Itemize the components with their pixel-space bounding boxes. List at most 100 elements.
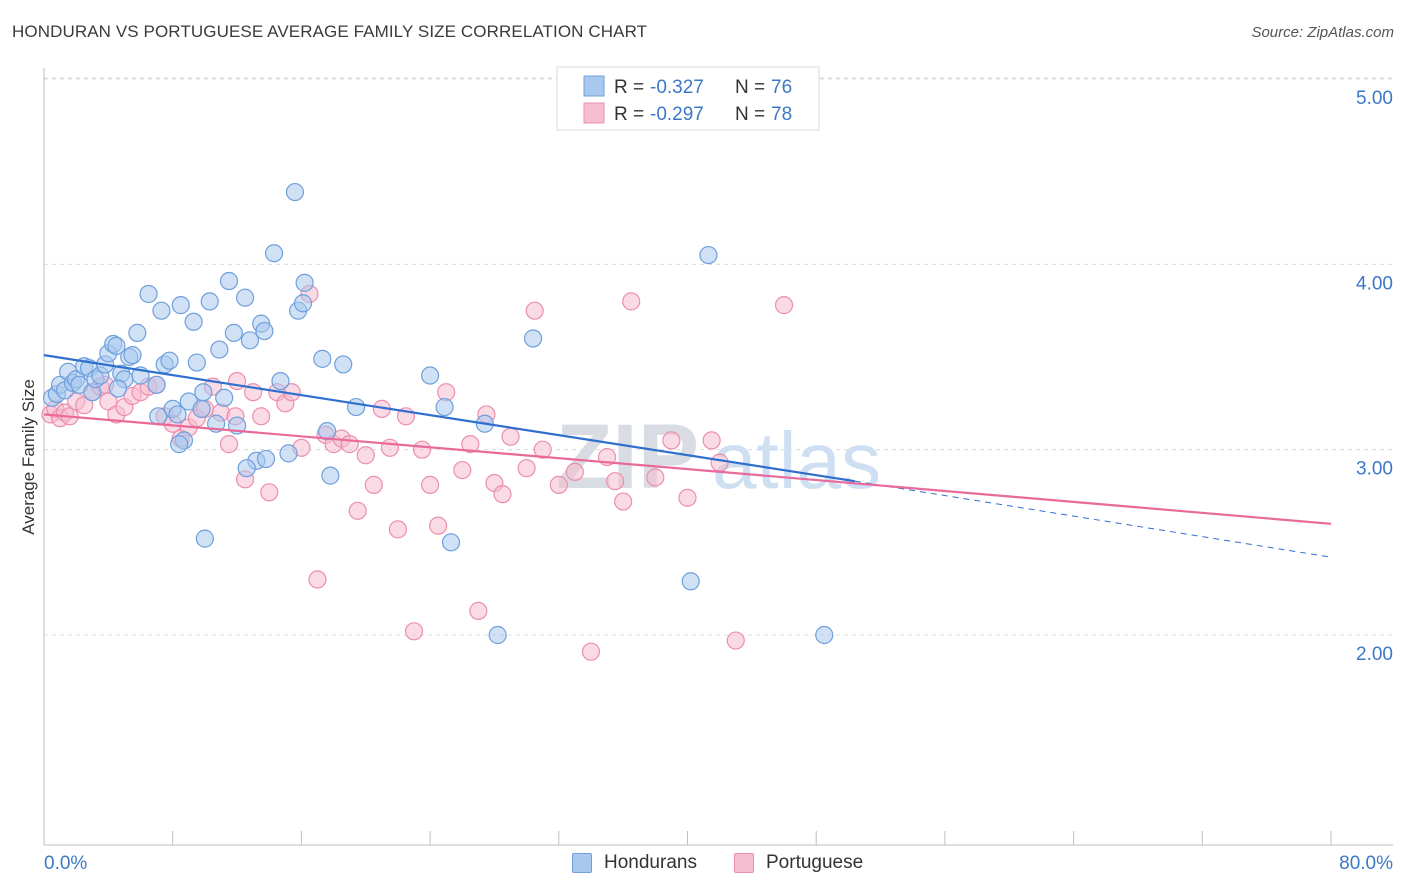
honduran-point-39: [210, 340, 229, 359]
honduran-point-66: [681, 572, 700, 591]
honduran-point-74: [149, 407, 168, 426]
honduran-point-61: [435, 397, 454, 417]
honduran-trend-line: [43, 354, 855, 483]
honduran-point-45: [240, 331, 260, 350]
portuguese-point-66: [614, 492, 633, 511]
portuguese-point-29: [260, 483, 279, 502]
portuguese-point-65: [606, 472, 625, 491]
honduran-point-55: [313, 349, 332, 368]
honduran-point-49: [264, 244, 284, 263]
honduran-point-35: [192, 399, 211, 418]
portuguese-trend-line: [43, 413, 1332, 525]
honduran-point-62: [441, 533, 461, 552]
honduran-point-34: [187, 353, 206, 372]
portuguese-point-49: [429, 516, 448, 535]
portuguese-point-59: [525, 301, 544, 320]
legend-swatch-pink: [583, 102, 605, 124]
honduran-point-52: [285, 182, 305, 202]
y-tick-label-3: 5.00: [1356, 88, 1393, 109]
source-label: Source: ZipAtlas.com: [1251, 24, 1394, 41]
honduran-point-60: [421, 366, 440, 385]
portuguese-swatch: [734, 853, 754, 873]
honduran-trend-extension: [854, 480, 1332, 558]
portuguese-point-57: [501, 427, 520, 446]
portuguese-point-39: [348, 501, 367, 520]
honduran-point-25: [152, 301, 171, 320]
portuguese-point-53: [469, 601, 488, 621]
portuguese-point-74: [774, 296, 794, 315]
portuguese-point-69: [662, 431, 681, 450]
legend-n-value-2: 78: [771, 104, 792, 125]
watermark-zip: ZIP: [556, 406, 699, 508]
trend-lines: [43, 354, 1332, 558]
portuguese-point-56: [493, 485, 512, 504]
axes: [43, 68, 1393, 846]
honduran-point-71: [293, 294, 313, 313]
portuguese-point-43: [380, 438, 399, 457]
legend-r-label-2: R =: [614, 104, 644, 125]
honduran-point-41: [219, 271, 239, 291]
honduran-point-16: [107, 336, 126, 355]
honduran-points: [42, 182, 834, 645]
portuguese-point-46: [404, 622, 424, 641]
legend-n-value-1: 76: [771, 77, 792, 98]
portuguese-point-58: [517, 459, 536, 478]
portuguese-point-62: [565, 462, 584, 482]
honduran-point-58: [334, 355, 353, 374]
series-legend: Hondurans Portuguese: [0, 850, 1406, 880]
honduran-point-48: [255, 321, 274, 341]
honduran-point-72: [237, 459, 256, 478]
honduran-point-75: [194, 383, 213, 402]
y-tick-label-0: 2.00: [1356, 644, 1393, 665]
portuguese-point-28: [252, 407, 271, 426]
honduran-point-29: [168, 405, 187, 424]
legend-n-label-2: N =: [735, 104, 765, 125]
honduran-point-65: [523, 329, 543, 348]
portuguese-point-67: [622, 292, 641, 311]
honduran-point-44: [235, 288, 255, 307]
honduran-point-50: [271, 371, 290, 391]
honduran-point-56: [318, 422, 337, 441]
honduran-point-23: [139, 284, 158, 304]
stats-legend: R = -0.327 N = 76 R = -0.297 N = 78: [556, 66, 820, 131]
portuguese-point-24: [219, 435, 239, 454]
y-axis-label: Average Family Size: [19, 379, 38, 535]
portuguese-point-48: [421, 475, 440, 494]
legend-r-value-1: -0.327: [650, 77, 704, 98]
honduran-point-40: [215, 388, 234, 407]
chart-title: HONDURAN VS PORTUGUESE AVERAGE FAMILY SI…: [12, 22, 648, 41]
portuguese-point-34: [308, 570, 327, 589]
legend-r-value-2: -0.297: [650, 104, 704, 125]
portuguese-point-61: [549, 475, 568, 494]
portuguese-point-63: [581, 642, 601, 661]
honduran-point-64: [488, 625, 507, 645]
portuguese-point-73: [726, 631, 745, 650]
legend-label-hondurans: Hondurans: [604, 852, 697, 873]
honduran-point-59: [346, 397, 366, 417]
portuguese-point-41: [364, 475, 383, 494]
hondurans-swatch: [572, 853, 592, 873]
legend-item-portuguese[interactable]: Portuguese: [734, 852, 863, 874]
portuguese-point-51: [453, 460, 472, 480]
honduran-point-54: [295, 273, 314, 292]
honduran-point-73: [108, 379, 128, 398]
y-tick-label-2: 4.00: [1356, 273, 1393, 294]
portuguese-point-52: [461, 435, 480, 454]
portuguese-point-47: [412, 440, 432, 459]
honduran-point-20: [123, 346, 142, 365]
portuguese-point-70: [678, 488, 697, 507]
y-tick-label-1: 3.00: [1356, 459, 1393, 480]
watermark-atlas: atlas: [712, 416, 881, 505]
legend-n-label-1: N =: [735, 77, 765, 98]
x-tick-label-left: 0.0%: [44, 853, 87, 874]
honduran-point-37: [200, 292, 219, 311]
honduran-point-30: [171, 296, 190, 315]
legend-item-hondurans[interactable]: Hondurans: [572, 852, 697, 874]
legend-swatch-blue: [583, 75, 605, 97]
portuguese-point-72: [710, 453, 729, 472]
grid-lines: [44, 77, 1393, 636]
honduran-point-27: [160, 351, 179, 370]
honduran-point-51: [279, 444, 298, 463]
honduran-point-33: [184, 312, 203, 331]
